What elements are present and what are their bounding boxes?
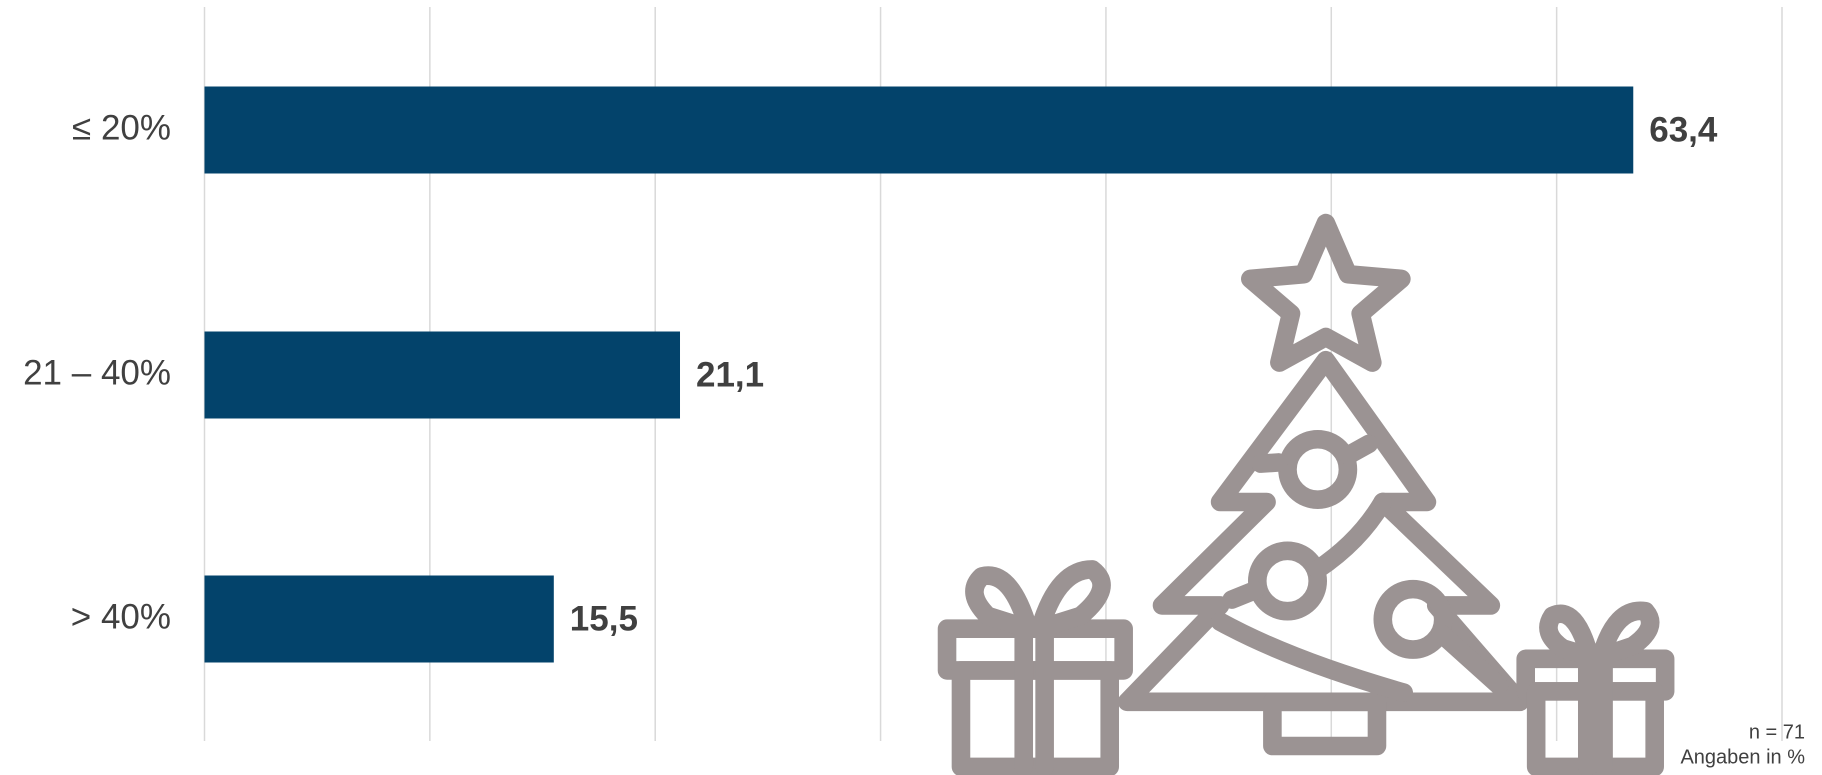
category-label: 21 – 40%: [23, 353, 171, 392]
category-label: ≤ 20%: [72, 108, 171, 147]
value-label: 21,1: [696, 355, 764, 394]
chart: ≤ 20% 63,4 21 – 40% 21,1 > 40% 15,5 n = 71 An…: [0, 0, 1822, 775]
bar: [205, 576, 554, 663]
value-label: 15,5: [570, 599, 638, 638]
christmas-illustration: [947, 223, 1665, 767]
ornament: [1257, 551, 1317, 611]
bar: [205, 332, 681, 419]
value-label: 63,4: [1649, 110, 1718, 149]
category-label: > 40%: [71, 597, 171, 636]
bar: [205, 87, 1634, 174]
star: [1250, 223, 1401, 362]
note: Angaben in %: [1680, 746, 1805, 768]
note: n = 71: [1749, 721, 1805, 743]
ornament: [1287, 439, 1347, 499]
trunk: [1272, 702, 1377, 746]
ornament: [1383, 589, 1443, 649]
